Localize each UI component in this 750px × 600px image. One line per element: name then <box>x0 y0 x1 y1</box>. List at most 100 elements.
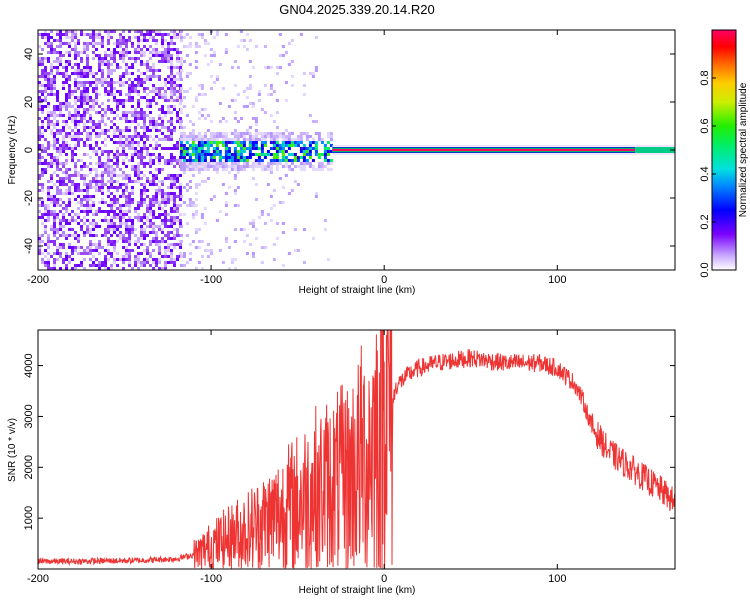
noise-cell <box>155 147 158 150</box>
noise-cell <box>95 90 98 93</box>
noise-cell <box>74 168 77 171</box>
noise-cell <box>59 111 62 114</box>
transition-cell <box>302 159 306 162</box>
transition-cell <box>179 126 183 129</box>
noise-cell <box>140 108 143 111</box>
noise-cell <box>107 135 110 138</box>
noise-cell <box>50 174 53 177</box>
noise-cell <box>137 165 140 168</box>
noise-cell <box>47 120 50 123</box>
noise-cell <box>83 249 86 252</box>
noise-cell <box>44 78 47 81</box>
noise-cell <box>89 84 92 87</box>
transition-cell <box>317 168 321 171</box>
noise-cell <box>122 255 125 258</box>
noise-cell <box>125 204 128 207</box>
noise-cell <box>167 234 170 237</box>
noise-cell <box>116 147 119 150</box>
transition-cell <box>278 201 282 204</box>
noise-cell <box>113 198 116 201</box>
noise-cell <box>155 192 158 195</box>
transition-cell <box>179 87 183 90</box>
noise-cell <box>146 177 149 180</box>
noise-cell <box>128 72 131 75</box>
noise-cell <box>131 84 134 87</box>
transition-cell <box>182 135 186 138</box>
transition-cell <box>272 189 276 192</box>
transition-cell <box>272 147 276 150</box>
noise-cell <box>80 30 83 33</box>
noise-cell <box>50 198 53 201</box>
noise-cell <box>107 165 110 168</box>
noise-cell <box>161 33 164 36</box>
transition-cell <box>281 222 285 225</box>
transition-cell <box>248 243 252 246</box>
noise-cell <box>155 189 158 192</box>
noise-cell <box>92 81 95 84</box>
noise-cell <box>122 114 125 117</box>
noise-cell <box>176 228 179 231</box>
noise-cell <box>167 48 170 51</box>
noise-cell <box>107 36 110 39</box>
noise-cell <box>86 195 89 198</box>
transition-cell <box>281 231 285 234</box>
noise-cell <box>140 231 143 234</box>
noise-cell <box>59 252 62 255</box>
transition-cell <box>230 159 234 162</box>
noise-cell <box>77 54 80 57</box>
noise-cell <box>146 150 149 153</box>
noise-cell <box>128 180 131 183</box>
noise-cell <box>122 60 125 63</box>
noise-cell <box>140 198 143 201</box>
transition-cell <box>191 174 195 177</box>
noise-cell <box>86 54 89 57</box>
noise-cell <box>89 168 92 171</box>
noise-cell <box>125 111 128 114</box>
noise-cell <box>83 162 86 165</box>
noise-cell <box>95 135 98 138</box>
noise-cell <box>89 264 92 267</box>
noise-cell <box>101 129 104 132</box>
transition-cell <box>236 165 240 168</box>
noise-cell <box>125 69 128 72</box>
noise-cell <box>44 162 47 165</box>
noise-cell <box>170 57 173 60</box>
transition-cell <box>314 150 318 153</box>
noise-cell <box>71 192 74 195</box>
transition-cell <box>197 150 201 153</box>
noise-cell <box>143 147 146 150</box>
noise-cell <box>77 189 80 192</box>
transition-cell <box>242 165 246 168</box>
noise-cell <box>92 249 95 252</box>
noise-cell <box>80 198 83 201</box>
noise-cell <box>41 174 44 177</box>
noise-cell <box>128 138 131 141</box>
noise-cell <box>110 228 113 231</box>
noise-cell <box>116 63 119 66</box>
colorbar-tick-label: 0.6 <box>699 118 711 133</box>
noise-cell <box>71 90 74 93</box>
noise-cell <box>134 150 137 153</box>
noise-cell <box>155 90 158 93</box>
noise-cell <box>41 186 44 189</box>
transition-cell <box>215 141 219 144</box>
noise-cell <box>140 189 143 192</box>
noise-cell <box>128 249 131 252</box>
noise-cell <box>152 66 155 69</box>
transition-cell <box>278 66 282 69</box>
noise-cell <box>107 213 110 216</box>
noise-cell <box>98 267 101 270</box>
noise-cell <box>179 246 182 249</box>
noise-cell <box>56 39 59 42</box>
noise-cell <box>50 72 53 75</box>
noise-cell <box>128 225 131 228</box>
transition-cell <box>230 261 234 264</box>
noise-cell <box>173 228 176 231</box>
noise-cell <box>173 42 176 45</box>
noise-cell <box>107 39 110 42</box>
noise-cell <box>95 48 98 51</box>
transition-cell <box>293 138 297 141</box>
noise-cell <box>134 216 137 219</box>
noise-cell <box>80 219 83 222</box>
noise-cell <box>59 102 62 105</box>
